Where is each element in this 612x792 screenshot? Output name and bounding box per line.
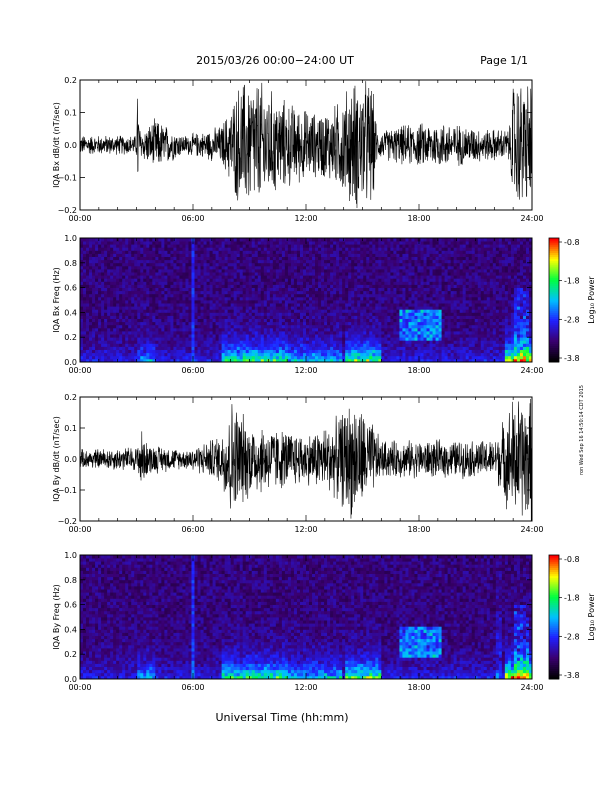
y-tick-label: 0.0	[64, 455, 77, 464]
y-tick-label: 0.0	[64, 675, 77, 684]
x-tick-label: 06:00	[181, 525, 204, 534]
x-tick-label: 24:00	[520, 525, 543, 534]
x-tick-label: 00:00	[68, 366, 91, 375]
x-tick-label: 18:00	[407, 525, 430, 534]
y-axis-label: IQA Bx Freq (Hz)	[52, 267, 61, 333]
x-tick-label: 12:00	[294, 214, 317, 223]
y-tick-label: −0.2	[58, 517, 77, 526]
colorbar-tick-label: -2.8	[564, 315, 580, 324]
x-tick-label: 24:00	[520, 214, 543, 223]
y-tick-label: 0.4	[64, 308, 77, 317]
x-tick-label: 00:00	[68, 683, 91, 692]
colorbar: -0.8 -1.8 -2.8 -3.8 Log₁₀ Power	[548, 237, 596, 363]
x-axis-label: Universal Time (hh:mm)	[216, 711, 349, 724]
page-number: Page 1/1	[480, 54, 528, 67]
panel-4: 1.0 0.8 0.6 0.4 0.2 0.000:00 06:00 12:00 18:00 24…	[52, 551, 544, 692]
y-tick-label: 0.1	[64, 424, 77, 433]
y-tick-label: −0.1	[58, 486, 77, 495]
colorbar-tick-label: -0.8	[564, 555, 580, 564]
x-tick-label: 24:00	[520, 366, 543, 375]
y-tick-label: 0.6	[64, 601, 77, 610]
colorbar-tick-label: -1.8	[564, 594, 580, 603]
y-tick-label: 1.0	[64, 551, 77, 560]
y-axis-label: IQA Bx dB/dt (nT/sec)	[52, 102, 61, 188]
x-tick-label: 06:00	[181, 683, 204, 692]
x-tick-label: 12:00	[294, 366, 317, 375]
y-tick-label: 0.4	[64, 625, 77, 634]
x-tick-label: 00:00	[68, 525, 91, 534]
y-tick-label: 0.8	[64, 259, 77, 268]
y-tick-label: 0.0	[64, 358, 77, 367]
chart-title: 2015/03/26 00:00−24:00 UT	[196, 54, 354, 67]
colorbar: -0.8 -1.8 -2.8 -3.8 Log₁₀ Power	[548, 554, 596, 680]
y-tick-label: −0.2	[58, 206, 77, 215]
colorbar-label: Log₁₀ Power	[587, 593, 596, 641]
x-tick-label: 18:00	[407, 214, 430, 223]
y-tick-label: 0.2	[64, 76, 77, 85]
y-axis-label: IQA By dB/dt (nT/sec)	[52, 416, 61, 502]
y-tick-label: 0.8	[64, 576, 77, 585]
x-tick-label: 12:00	[294, 683, 317, 692]
timestamp-stamp: ron Wed Sep 16 14:50:14 CDT 2015	[579, 385, 585, 475]
x-tick-label: 06:00	[181, 366, 204, 375]
colorbar-label: Log₁₀ Power	[587, 276, 596, 324]
colorbar-tick-label: -3.8	[564, 671, 580, 680]
y-tick-label: 0.2	[64, 393, 77, 402]
series-line	[80, 81, 532, 209]
panel-1: 0.2 0.1 0.0 −0.1 −0.200:00 06:00 12:00 18:00 24:…	[52, 76, 544, 223]
y-tick-label: 1.0	[64, 234, 77, 243]
y-tick-label: 0.6	[64, 284, 77, 293]
x-tick-label: 12:00	[294, 525, 317, 534]
colorbar-tick-label: -0.8	[564, 238, 580, 247]
heatmap	[80, 555, 532, 679]
panels: 0.20.10.0−0.1−0.200:00 06:00 12:00 18:00 24:…	[52, 76, 544, 692]
y-tick-label: 0.2	[64, 650, 77, 659]
x-tick-label: 24:00	[520, 683, 543, 692]
colorbar-tick-label: -3.8	[564, 354, 580, 363]
x-tick-label: 00:00	[68, 214, 91, 223]
x-tick-label: 18:00	[407, 366, 430, 375]
y-tick-label: 0.2	[64, 333, 77, 342]
y-axis-label: IQA By Freq (Hz)	[52, 584, 61, 650]
y-tick-label: −0.1	[58, 174, 77, 183]
panel-2: 1.0 0.8 0.6 0.4 0.2 0.000:00 06:00 12:00 18:00 24…	[52, 234, 544, 375]
x-tick-label: 06:00	[181, 214, 204, 223]
heatmap	[80, 238, 532, 362]
colorbar-tick-label: -2.8	[564, 632, 580, 641]
panel-3: 0.2 0.1 0.0 −0.1 −0.200:00 06:00 12:00 18:00 24:…	[52, 393, 544, 534]
colorbar-tick-label: -1.8	[564, 277, 580, 286]
y-tick-label: 0.0	[64, 141, 77, 150]
series-line	[80, 398, 532, 521]
y-tick-label: 0.1	[64, 109, 77, 118]
x-tick-label: 18:00	[407, 683, 430, 692]
